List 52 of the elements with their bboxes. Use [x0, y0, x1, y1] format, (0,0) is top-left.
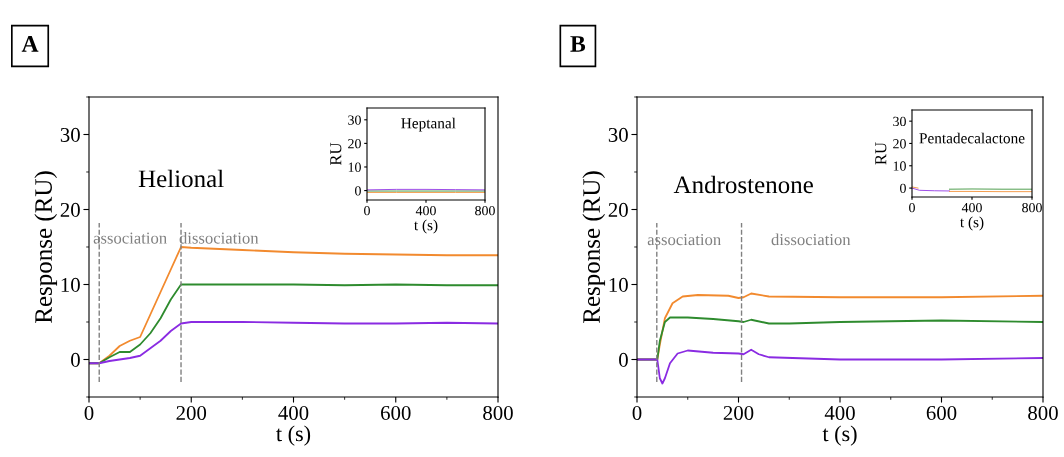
x-axis-title: t (s): [822, 425, 857, 446]
y-tick-label: 20: [60, 202, 80, 217]
y-tick-label: 10: [348, 162, 361, 172]
x-tick-label: 400: [278, 405, 309, 420]
x-tick-label: 0: [84, 405, 94, 420]
annotation: Androstenone: [673, 175, 813, 194]
y-tick-label: 0: [71, 352, 80, 367]
x-tick-label: 600: [381, 405, 411, 420]
x-tick-label: 400: [824, 405, 855, 420]
chart-title: B: [570, 36, 586, 52]
y-tick-label: 10: [61, 277, 80, 292]
x-tick-label: 600: [926, 405, 957, 420]
x-tick-label: 200: [176, 405, 207, 420]
x-tick-label: 800: [483, 405, 513, 420]
y-axis-title: RU: [330, 142, 342, 166]
y-tick-label: 0: [900, 183, 906, 194]
x-tick-label: 0: [909, 202, 915, 213]
x-axis-title: t (s): [960, 216, 984, 231]
x-axis-title: t (s): [414, 219, 438, 234]
x-tick-label: 800: [1022, 202, 1042, 213]
y-tick-label: 20: [608, 202, 628, 217]
y-tick-label: 30: [893, 116, 906, 127]
y-tick-label: 0: [619, 352, 628, 367]
y-tick-label: 30: [348, 115, 361, 125]
annotation: Helional: [138, 169, 224, 188]
annotation: Pentadecalactone: [919, 132, 1025, 144]
x-tick-label: 400: [415, 205, 436, 216]
x-tick-label: 800: [475, 205, 495, 216]
chart-title: A: [21, 36, 39, 52]
y-tick-label: 0: [355, 186, 361, 196]
annotation: dissociation: [771, 233, 851, 246]
line-series: [89, 321, 498, 365]
y-axis-title: Response (RU): [582, 171, 606, 324]
y-tick-label: 30: [60, 127, 80, 142]
x-tick-label: 0: [632, 405, 642, 420]
annotation: association: [93, 232, 167, 244]
y-tick-label: 20: [348, 138, 361, 149]
annotation: dissociation: [179, 231, 259, 244]
y-tick-label: 10: [609, 277, 628, 292]
line-series: [637, 348, 1043, 385]
y-tick-label: 10: [893, 161, 906, 171]
y-tick-label: 30: [608, 127, 628, 142]
x-tick-label: 800: [1028, 405, 1058, 420]
annotation: Heptanal: [401, 117, 456, 132]
x-tick-label: 400: [961, 202, 982, 213]
y-tick-label: 20: [893, 139, 906, 149]
y-axis-title: Response (RU): [34, 171, 58, 324]
x-tick-label: 0: [364, 205, 370, 216]
x-tick-label: 200: [723, 405, 754, 420]
annotation: association: [647, 233, 721, 246]
y-axis-title: RU: [875, 142, 887, 165]
x-axis-title: t (s): [276, 425, 311, 446]
